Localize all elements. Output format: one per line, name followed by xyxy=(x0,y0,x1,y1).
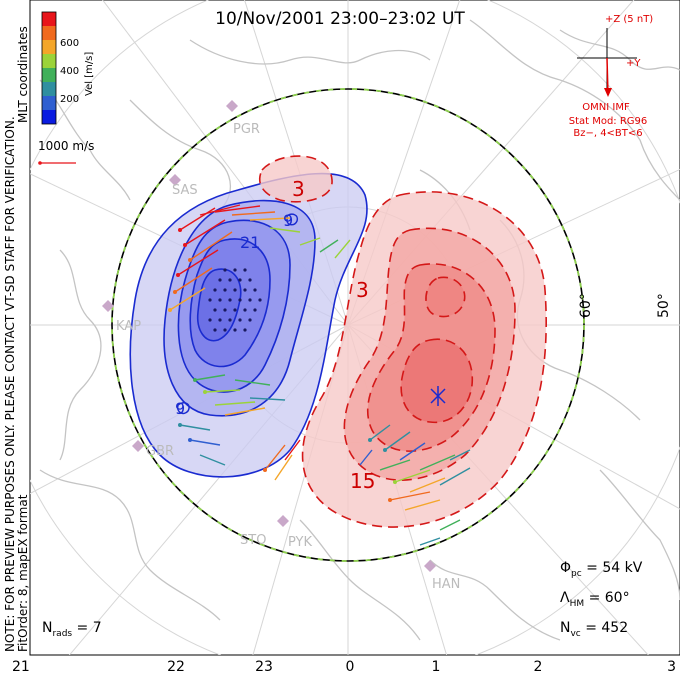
mlt-tick-0: 0 xyxy=(346,659,355,674)
negative-contour-small xyxy=(286,213,299,226)
plot-frame xyxy=(29,0,680,656)
station-gbr: GBR xyxy=(146,444,174,459)
scale-vector-label: 1000 m/s xyxy=(38,139,94,153)
station-pgr: PGR xyxy=(233,122,260,137)
latitude-label-50: 50° xyxy=(656,293,672,318)
positive-cell xyxy=(258,155,547,528)
mlt-tick-2: 2 xyxy=(534,659,543,674)
info-phi-pc: Φpc = 54 kV xyxy=(560,560,643,579)
info-nrads: Nrads = 7 xyxy=(42,620,102,639)
contour-label-2: 3 xyxy=(356,278,369,302)
positive-contour-5 xyxy=(425,276,466,318)
colorbar-tick-200: 200 xyxy=(60,94,79,105)
imf-source: OMNI IMF xyxy=(582,102,630,113)
info-lambda-hm: ΛHM = 60° xyxy=(560,590,630,609)
potential-max-marker xyxy=(430,386,446,406)
negative-contour-small-2 xyxy=(176,402,190,415)
imf-z-label: +Z (5 nT) xyxy=(605,14,653,25)
station-sas: SAS xyxy=(172,183,198,198)
mlt-tick-21: 21 xyxy=(12,659,30,674)
contour-label-4: 9 xyxy=(283,211,293,230)
negative-cell xyxy=(129,172,368,478)
coordinates-label: MLT coordinates xyxy=(16,26,30,123)
low-velocity-dots xyxy=(208,268,262,332)
hm-boundary-green xyxy=(111,88,585,562)
contour-label-3: 15 xyxy=(350,469,375,493)
positive-contour-4 xyxy=(400,338,474,424)
imf-vector xyxy=(604,57,612,97)
imf-model-2: Bz−, 4<BT<6 xyxy=(573,128,642,139)
negative-contour-5 xyxy=(196,268,242,342)
map-title: 10/Nov/2001 23:00–23:02 UT xyxy=(215,9,465,29)
colorbar-tick-400: 400 xyxy=(60,66,79,77)
imf-model-1: Stat Mod: RG96 xyxy=(569,116,648,127)
station-sto: STO xyxy=(240,533,266,548)
station-kap: KAP xyxy=(116,319,141,334)
latitude-label-60: 60° xyxy=(578,293,594,318)
fit-order: FitOrder: 8, mapEX format xyxy=(16,494,30,652)
mlt-tick-22: 22 xyxy=(167,659,185,674)
mlt-tick-23: 23 xyxy=(255,659,273,674)
station-han: HAN xyxy=(432,577,460,592)
station-markers xyxy=(102,100,436,572)
velocity-origin-dots xyxy=(168,228,397,502)
contour-label-5: 21 xyxy=(240,233,260,252)
velocity-vectors xyxy=(169,204,471,546)
station-pyk: PYK xyxy=(288,535,312,550)
colorbar-label: Vel [m/s] xyxy=(84,52,95,96)
mlt-tick-1: 1 xyxy=(432,659,441,674)
contour-label-6: 9 xyxy=(175,399,185,418)
imf-y-label: +Y xyxy=(626,58,641,69)
scale-vector-arrow xyxy=(38,161,76,165)
colorbar-tick-600: 600 xyxy=(60,38,79,49)
mlt-tick-3: 3 xyxy=(667,659,676,674)
velocity-colorbar xyxy=(41,11,57,125)
info-nvc: Nvc = 452 xyxy=(560,620,628,639)
contour-label-1: 3 xyxy=(292,177,305,201)
preview-note: NOTE: FOR PREVIEW PURPOSES ONLY. PLEASE … xyxy=(3,116,17,652)
positive-contour-small xyxy=(258,155,333,203)
